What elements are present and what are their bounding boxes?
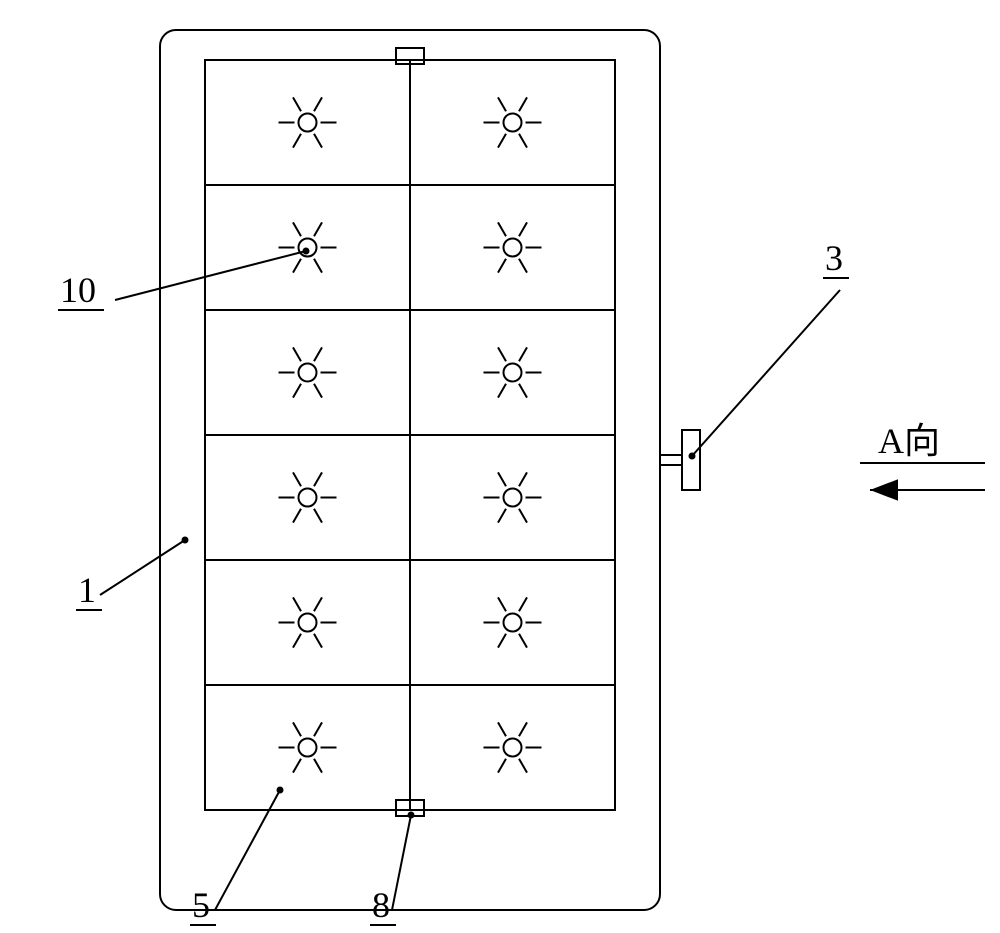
light-icon — [279, 472, 337, 522]
light-icon — [279, 597, 337, 647]
callouts: 10 3 1 5 8 — [58, 238, 849, 925]
inner-grid — [205, 60, 615, 810]
light-icon — [279, 722, 337, 772]
callout-1: 1 — [76, 537, 189, 611]
light-icon — [484, 472, 542, 522]
handle — [660, 430, 700, 490]
light-icon — [484, 222, 542, 272]
view-arrow-label: A向 — [878, 421, 940, 461]
callout-10: 10 — [58, 248, 310, 311]
light-icon — [484, 722, 542, 772]
callout-3: 3 — [689, 238, 850, 460]
view-arrow: A向 — [860, 421, 985, 501]
light-icon — [484, 597, 542, 647]
callout-label: 3 — [825, 238, 843, 278]
light-icon — [484, 347, 542, 397]
light-icon — [484, 97, 542, 147]
callout-label: 1 — [78, 570, 96, 610]
callout-8: 8 — [370, 812, 415, 926]
light-icon — [279, 97, 337, 147]
callout-label: 8 — [372, 885, 390, 925]
light-icon — [279, 347, 337, 397]
callout-label: 5 — [192, 885, 210, 925]
callout-label: 10 — [60, 270, 96, 310]
light-icon — [279, 222, 337, 272]
